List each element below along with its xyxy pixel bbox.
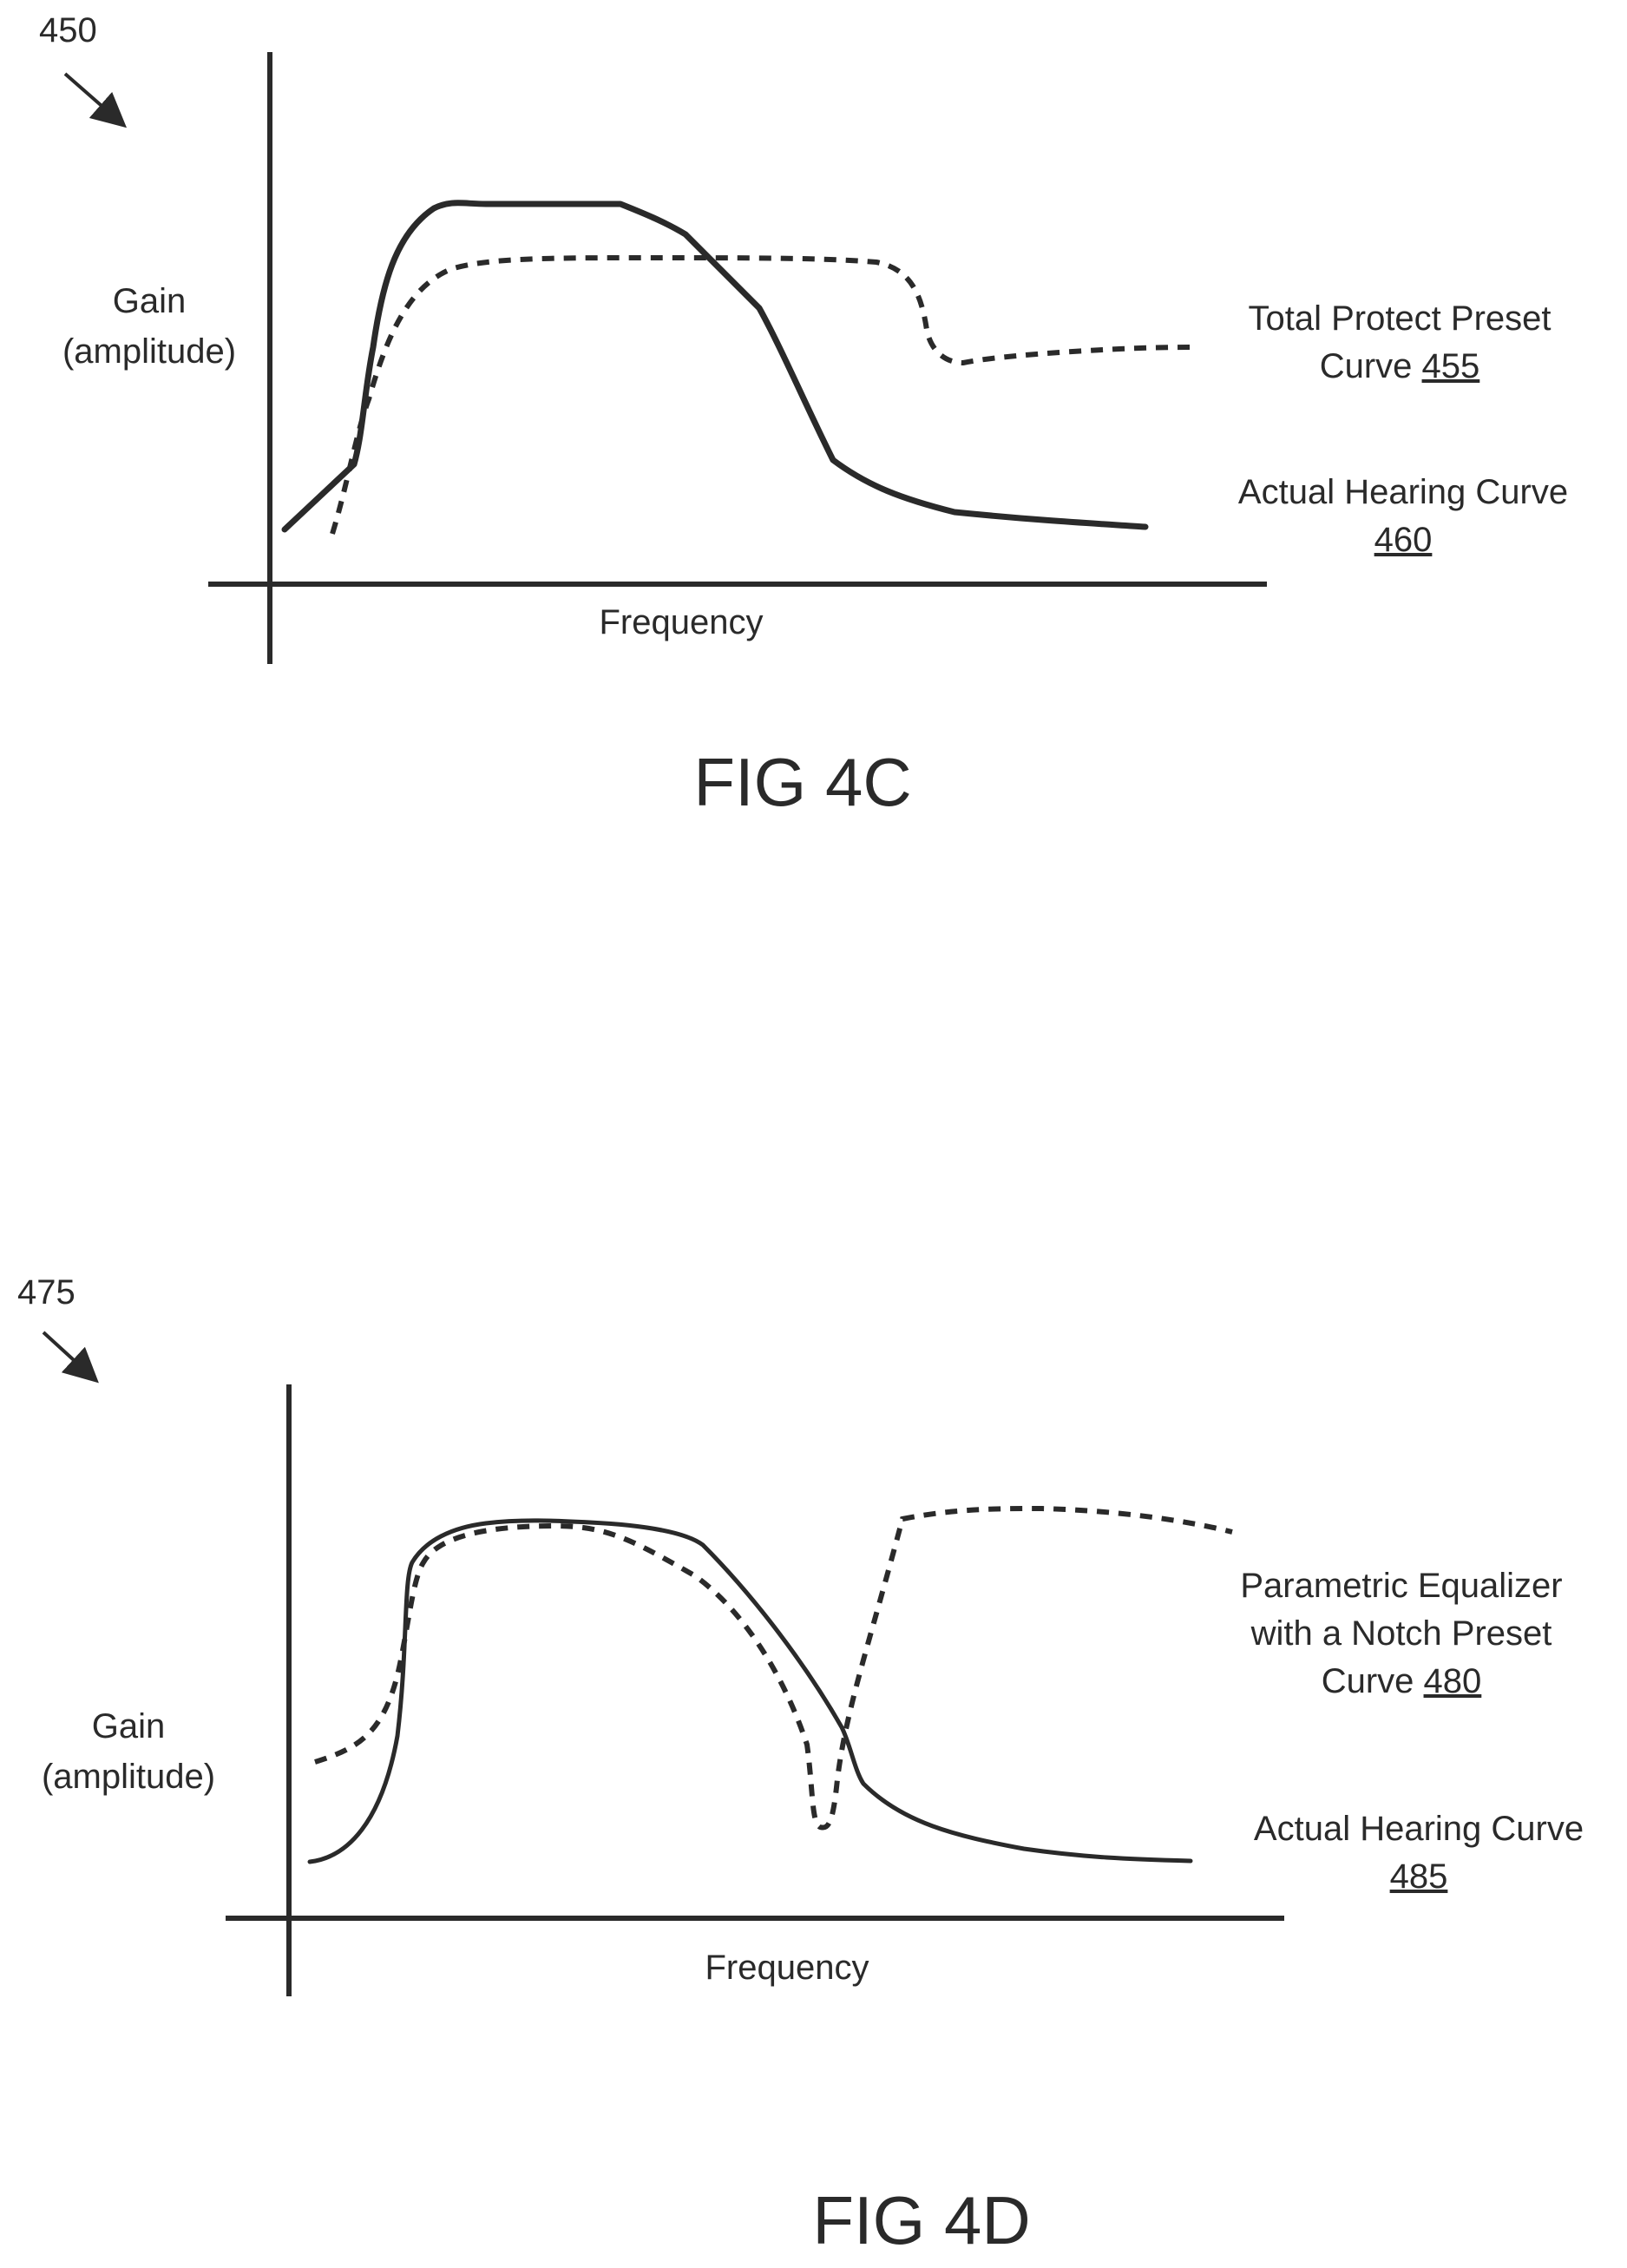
figure-caption-4c: FIG 4C bbox=[693, 744, 911, 820]
reference-arrow-450 bbox=[63, 72, 128, 128]
label-actual-curve-ref: 485 bbox=[1390, 1857, 1448, 1896]
label-preset-curve-line2: Curve 455 bbox=[1320, 347, 1480, 385]
preset-curve-455 bbox=[330, 255, 1198, 535]
label-actual-curve-line1: Actual Hearing Curve bbox=[1254, 1810, 1584, 1848]
y-axis-label-amplitude: (amplitude) bbox=[42, 1758, 215, 1796]
reference-number-450: 450 bbox=[39, 11, 97, 49]
reference-number-475: 475 bbox=[17, 1273, 75, 1311]
preset-curve-480 bbox=[314, 1505, 1233, 1831]
y-axis-label-amplitude: (amplitude) bbox=[62, 332, 236, 371]
actual-hearing-curve-485 bbox=[307, 1518, 1193, 1864]
label-actual-curve-ref: 460 bbox=[1374, 521, 1433, 559]
y-axis-label-gain: Gain bbox=[113, 282, 187, 320]
x-axis-label-frequency: Frequency bbox=[600, 603, 764, 641]
figure-4c: 450 Gain (amplitude) Frequency Total Pro… bbox=[39, 11, 1568, 820]
actual-hearing-curve-460 bbox=[281, 200, 1149, 533]
label-preset-curve-line1: Total Protect Preset bbox=[1248, 299, 1551, 338]
y-axis-label-gain: Gain bbox=[92, 1707, 166, 1745]
figure-caption-4d: FIG 4D bbox=[812, 2182, 1030, 2258]
label-actual-curve-line1: Actual Hearing Curve bbox=[1238, 473, 1568, 511]
label-preset-curve-line1: Parametric Equalizer bbox=[1240, 1567, 1562, 1605]
figure-4d: 475 Gain (amplitude) Frequency Parametri… bbox=[17, 1273, 1584, 2258]
reference-arrow-475 bbox=[42, 1331, 99, 1384]
label-preset-curve-line3: Curve 480 bbox=[1322, 1662, 1482, 1700]
x-axis-label-frequency: Frequency bbox=[705, 1949, 869, 1987]
label-preset-curve-line2: with a Notch Preset bbox=[1250, 1614, 1552, 1653]
